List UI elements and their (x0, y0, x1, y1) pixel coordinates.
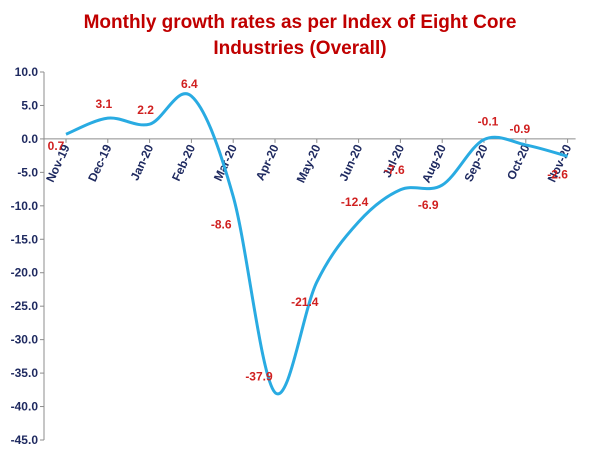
y-tick-label: -35.0 (11, 366, 39, 380)
data-label: -0.9 (509, 122, 530, 136)
y-tick-label: -45.0 (11, 433, 39, 447)
x-tick-label: Apr-20 (253, 142, 282, 183)
x-tick-label: Jan-20 (128, 142, 157, 183)
x-tick-label: Sep-20 (461, 142, 490, 184)
data-label: 6.4 (181, 77, 198, 91)
data-label: 0.7 (48, 139, 65, 153)
x-tick-label: May-20 (294, 142, 324, 185)
y-tick-label: -30.0 (11, 333, 39, 347)
y-tick-label: 5.0 (21, 98, 38, 112)
data-label: -37.9 (245, 369, 273, 383)
data-label: -2.6 (547, 167, 568, 181)
y-tick-label: -10.0 (11, 199, 39, 213)
x-tick-label: Feb-20 (169, 142, 198, 183)
data-label: -12.4 (341, 195, 369, 209)
y-tick-label: -5.0 (17, 165, 38, 179)
y-tick-label: -40.0 (11, 400, 39, 414)
data-label: -21.4 (291, 295, 319, 309)
x-tick-label: Aug-20 (419, 142, 449, 185)
y-tick-label: -20.0 (11, 266, 39, 280)
data-label: -0.1 (478, 115, 499, 129)
x-tick-label: Dec-19 (85, 142, 114, 184)
y-tick-label: -25.0 (11, 299, 39, 313)
x-tick-label: Oct-20 (504, 142, 533, 182)
data-label: -6.9 (418, 198, 439, 212)
x-tick-label: Jun-20 (336, 142, 365, 183)
data-label: 3.1 (95, 97, 112, 111)
series-line (65, 92, 568, 396)
y-tick-label: -15.0 (11, 232, 39, 246)
chart-title: Monthly growth rates as per Index of Eig… (0, 10, 600, 62)
x-tick-label: Mar-20 (211, 142, 240, 183)
chart-title-line-2: Industries (Overall) (213, 38, 387, 59)
y-tick-label: 0.0 (21, 132, 38, 146)
data-label: 2.2 (137, 103, 154, 117)
y-tick-label: 10.0 (15, 65, 39, 79)
data-label: -7.6 (384, 163, 405, 177)
data-label: -8.6 (211, 217, 232, 231)
chart-title-line-1: Monthly growth rates as per Index of Eig… (83, 12, 517, 33)
